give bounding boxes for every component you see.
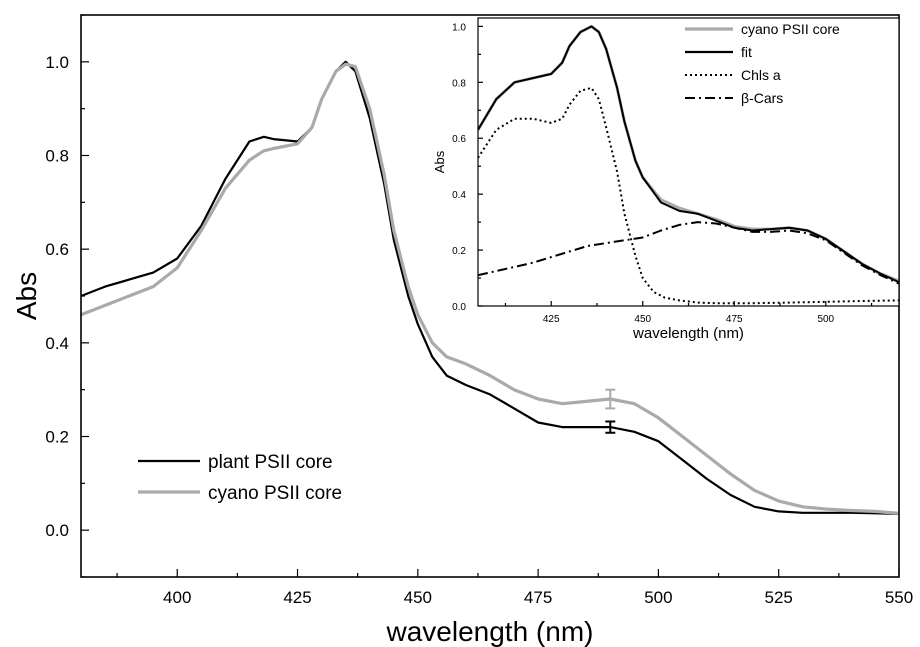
x-tick-label: 425: [543, 314, 560, 325]
x-tick-label: 550: [885, 588, 913, 607]
y-tick-label: 0.2: [45, 428, 69, 447]
y-tick-label: 0.8: [45, 147, 69, 166]
legend-label: Chls a: [741, 67, 781, 83]
y-tick-label: 0.0: [45, 521, 69, 540]
legend: plant PSII core cyano PSII core: [138, 452, 342, 504]
legend-label: cyano PSII core: [208, 483, 342, 504]
main-plot: 400 425 450 475 500 525 550 0.0 0.2 0.4 0.6 0.8 1.0 w…: [11, 14, 913, 647]
series-line-inset-2: [478, 86, 899, 305]
series-line-main-0: [81, 60, 899, 515]
series-line-inset-3: [478, 221, 899, 285]
x-tick-label: 425: [283, 588, 311, 607]
legend-label: fit: [741, 44, 752, 60]
x-tick-label: 525: [765, 588, 793, 607]
x-tick-label: 450: [634, 314, 651, 325]
x-tick-label: 500: [644, 588, 672, 607]
inset-background: [478, 18, 899, 306]
y-tick-label: 0.6: [45, 240, 69, 259]
x-axis-label: wavelength (nm): [386, 616, 594, 647]
y-axis-label: Abs: [11, 272, 42, 320]
series-line-main-1: [81, 62, 899, 515]
series-line-inset-1: [478, 25, 899, 284]
x-tick-label: 500: [817, 314, 834, 325]
y-tick-label: 0.8: [452, 78, 466, 89]
y-tick-label: 0.4: [452, 190, 466, 201]
x-tick-label: 475: [726, 314, 743, 325]
legend-label: β-Cars: [741, 90, 783, 106]
y-tick-label: 0.2: [452, 246, 466, 257]
x-tick-label: 450: [404, 588, 432, 607]
y-tick-label: 0.6: [452, 134, 466, 145]
legend-label: cyano PSII core: [741, 21, 840, 37]
y-axis-label: Abs: [432, 150, 447, 173]
x-tick-label: 475: [524, 588, 552, 607]
y-tick-label: 0.0: [452, 302, 466, 313]
x-axis-label: wavelength (nm): [632, 325, 744, 342]
y-tick-label: 1.0: [452, 22, 466, 33]
x-tick-label: 400: [163, 588, 191, 607]
legend-label: plant PSII core: [208, 452, 333, 473]
y-tick-label: 0.4: [45, 334, 69, 353]
y-tick-label: 1.0: [45, 53, 69, 72]
inset-plot: 425 450 475 500 0.0 0.2 0.4 0.6 0.8 1.0 wavelength…: [432, 17, 900, 342]
legend: cyano PSII core fit Chls a β-Cars: [685, 21, 840, 106]
